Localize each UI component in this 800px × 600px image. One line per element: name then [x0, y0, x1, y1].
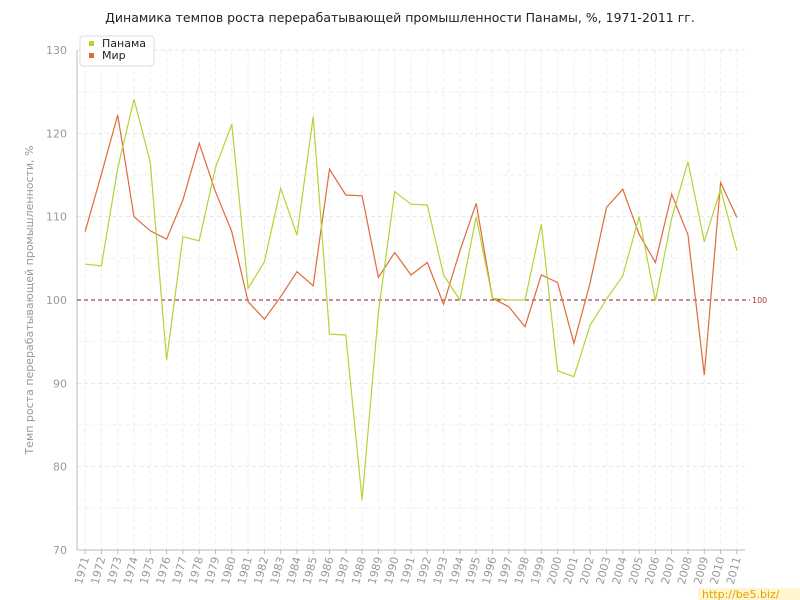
- series-line-Мир: [84, 114, 738, 376]
- legend-box: [79, 35, 155, 67]
- legend-swatch: [89, 41, 94, 46]
- watermark: http://be5.biz/: [702, 588, 780, 600]
- y-tick-label: 90: [53, 377, 67, 390]
- watermark-bg: [698, 588, 800, 600]
- y-tick-label: 120: [46, 127, 67, 140]
- legend-swatch: [89, 53, 94, 58]
- series-line-Панама: [85, 99, 738, 501]
- y-axis-label: Темп роста перерабатывающей промышленнос…: [23, 145, 36, 455]
- reference-line-label: 100: [752, 296, 767, 305]
- y-tick-label: 110: [46, 211, 67, 224]
- reference-line-group: 100: [77, 296, 767, 305]
- y-tick-labels: 70 80 90 100 110 120 130: [46, 44, 67, 557]
- legend-label: Панама: [102, 37, 146, 50]
- grid: [77, 49, 745, 551]
- y-tick-label: 130: [46, 44, 67, 57]
- x-tick-labels: 1971197219731974197519761977197819791980…: [72, 555, 744, 585]
- y-tick-label: 70: [53, 544, 67, 557]
- y-tick-label: 100: [46, 294, 67, 307]
- series-group: [84, 99, 738, 501]
- legend-label: Мир: [102, 49, 126, 62]
- chart-title: Динамика темпов роста перерабатывающей п…: [105, 10, 695, 25]
- axes: [76, 50, 745, 554]
- y-tick-label: 80: [53, 461, 67, 474]
